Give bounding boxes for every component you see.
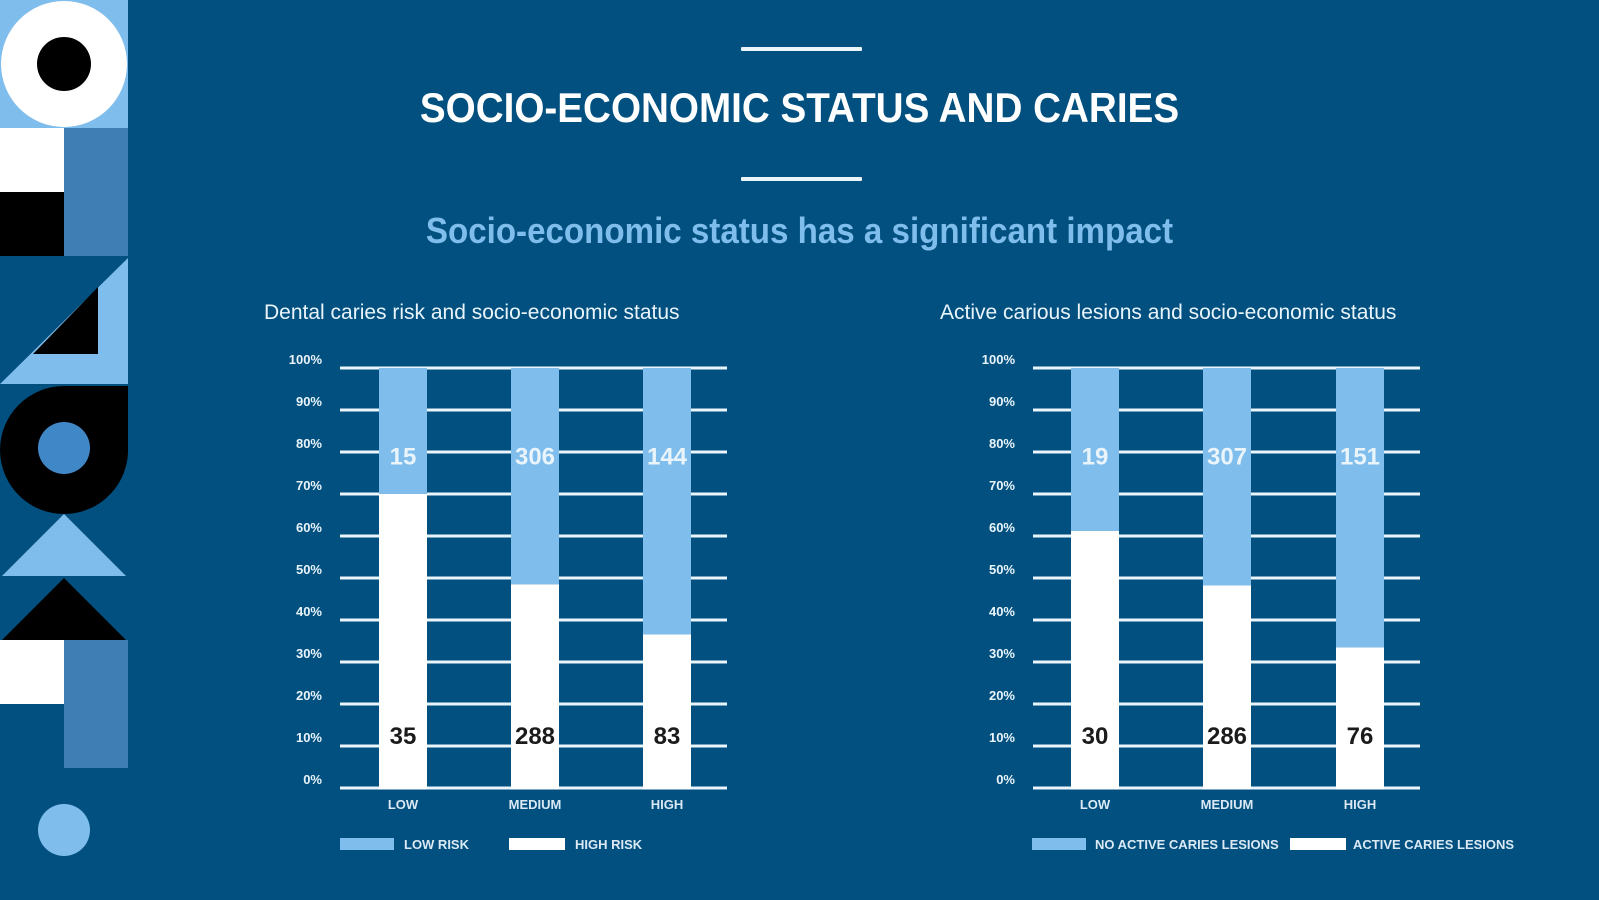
y-tick-label: 90% [296, 394, 322, 409]
data-label: 83 [654, 723, 681, 750]
deco-white-rect [0, 128, 64, 192]
y-tick-label: 20% [989, 688, 1015, 703]
legend-label: ACTIVE CARIES LESIONS [1353, 837, 1514, 852]
bar-segment-active-caries-lesions [1336, 647, 1384, 790]
x-category-label: HIGH [651, 797, 684, 812]
legend-swatch [340, 838, 394, 850]
y-tick-label: 30% [989, 646, 1015, 661]
y-tick-label: 10% [296, 730, 322, 745]
data-label: 76 [1347, 723, 1374, 750]
legend-swatch [1290, 838, 1346, 850]
y-tick-label: 40% [296, 604, 322, 619]
data-label: 288 [515, 723, 555, 750]
legend-swatch [509, 838, 565, 850]
y-tick-label: 10% [989, 730, 1015, 745]
data-label: 151 [1340, 444, 1380, 471]
title-rule-top [741, 47, 862, 51]
deco-black-triangle [33, 287, 98, 354]
data-label: 307 [1207, 444, 1247, 471]
y-tick-label: 60% [989, 520, 1015, 535]
deco-black-rect [0, 192, 64, 256]
bar-segment-active-caries-lesions [1071, 530, 1119, 790]
deco-lightblue-dot [38, 804, 90, 856]
data-label: 19 [1082, 444, 1109, 471]
bar-segment-active-caries-lesions [1203, 585, 1251, 790]
y-tick-label: 80% [989, 436, 1015, 451]
bar-segment-no-active-caries-lesions [1203, 368, 1251, 586]
bar-segment-low-risk [643, 368, 691, 635]
bar-segment-no-active-caries-lesions [1336, 368, 1384, 648]
y-tick-label: 40% [989, 604, 1015, 619]
legend-label: NO ACTIVE CARIES LESIONS [1095, 837, 1279, 852]
y-tick-label: 100% [289, 352, 323, 367]
y-tick-label: 100% [982, 352, 1016, 367]
y-tick-label: 90% [989, 394, 1015, 409]
bar-segment-low-risk [511, 368, 559, 585]
y-tick-label: 50% [989, 562, 1015, 577]
bar-segment-low-risk [379, 368, 427, 494]
bar-segment-no-active-caries-lesions [1071, 368, 1119, 531]
deco-lightblue-up-triangle [2, 514, 126, 576]
y-tick-label: 30% [296, 646, 322, 661]
deco-steel-dot [38, 422, 90, 474]
x-category-label: LOW [388, 797, 419, 812]
data-label: 15 [390, 444, 417, 471]
deco-black-up-triangle [2, 578, 126, 640]
data-label: 144 [647, 444, 688, 471]
slide-subtitle: Socio-economic status has a significant … [425, 210, 1174, 251]
chart-1-title: Dental caries risk and socio-economic st… [264, 301, 680, 324]
data-label: 306 [515, 444, 555, 471]
y-tick-label: 0% [303, 772, 322, 787]
x-category-label: MEDIUM [509, 797, 562, 812]
legend-label: LOW RISK [404, 837, 470, 852]
bar-segment-high-risk [643, 634, 691, 790]
deco-black-dot [37, 37, 91, 91]
x-category-label: HIGH [1344, 797, 1377, 812]
y-tick-label: 70% [296, 478, 322, 493]
data-label: 286 [1207, 723, 1247, 750]
decorative-sidebar [0, 0, 128, 856]
data-label: 35 [390, 723, 417, 750]
y-tick-label: 50% [296, 562, 322, 577]
y-tick-label: 80% [296, 436, 322, 451]
bar-segment-high-risk [511, 584, 559, 790]
bar-segment-high-risk [379, 494, 427, 790]
slide-title: SOCIO-ECONOMIC STATUS AND CARIES [419, 84, 1180, 131]
legend-swatch [1032, 838, 1086, 850]
y-tick-label: 0% [996, 772, 1015, 787]
x-category-label: LOW [1080, 797, 1111, 812]
y-tick-label: 20% [296, 688, 322, 703]
chart-2-title: Active carious lesions and socio-economi… [940, 301, 1397, 324]
title-rule-bottom [741, 177, 862, 181]
y-tick-label: 60% [296, 520, 322, 535]
legend-label: HIGH RISK [575, 837, 643, 852]
deco-white-rect-2 [0, 640, 64, 704]
x-category-label: MEDIUM [1201, 797, 1254, 812]
y-tick-label: 70% [989, 478, 1015, 493]
data-label: 30 [1082, 723, 1109, 750]
deco-steel-rect-2 [64, 640, 128, 768]
deco-steel-rect [64, 128, 128, 256]
